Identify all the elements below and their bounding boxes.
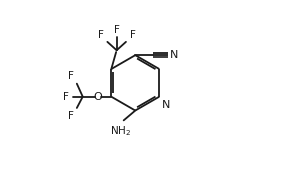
Text: F: F bbox=[68, 71, 74, 81]
Text: F: F bbox=[63, 92, 69, 102]
Text: F: F bbox=[98, 30, 104, 40]
Text: NH$_2$: NH$_2$ bbox=[110, 124, 132, 138]
Text: F: F bbox=[68, 111, 74, 121]
Text: N: N bbox=[162, 100, 170, 110]
Text: N: N bbox=[170, 50, 178, 60]
Text: F: F bbox=[130, 30, 135, 40]
Text: F: F bbox=[114, 24, 120, 35]
Text: O: O bbox=[93, 92, 102, 102]
